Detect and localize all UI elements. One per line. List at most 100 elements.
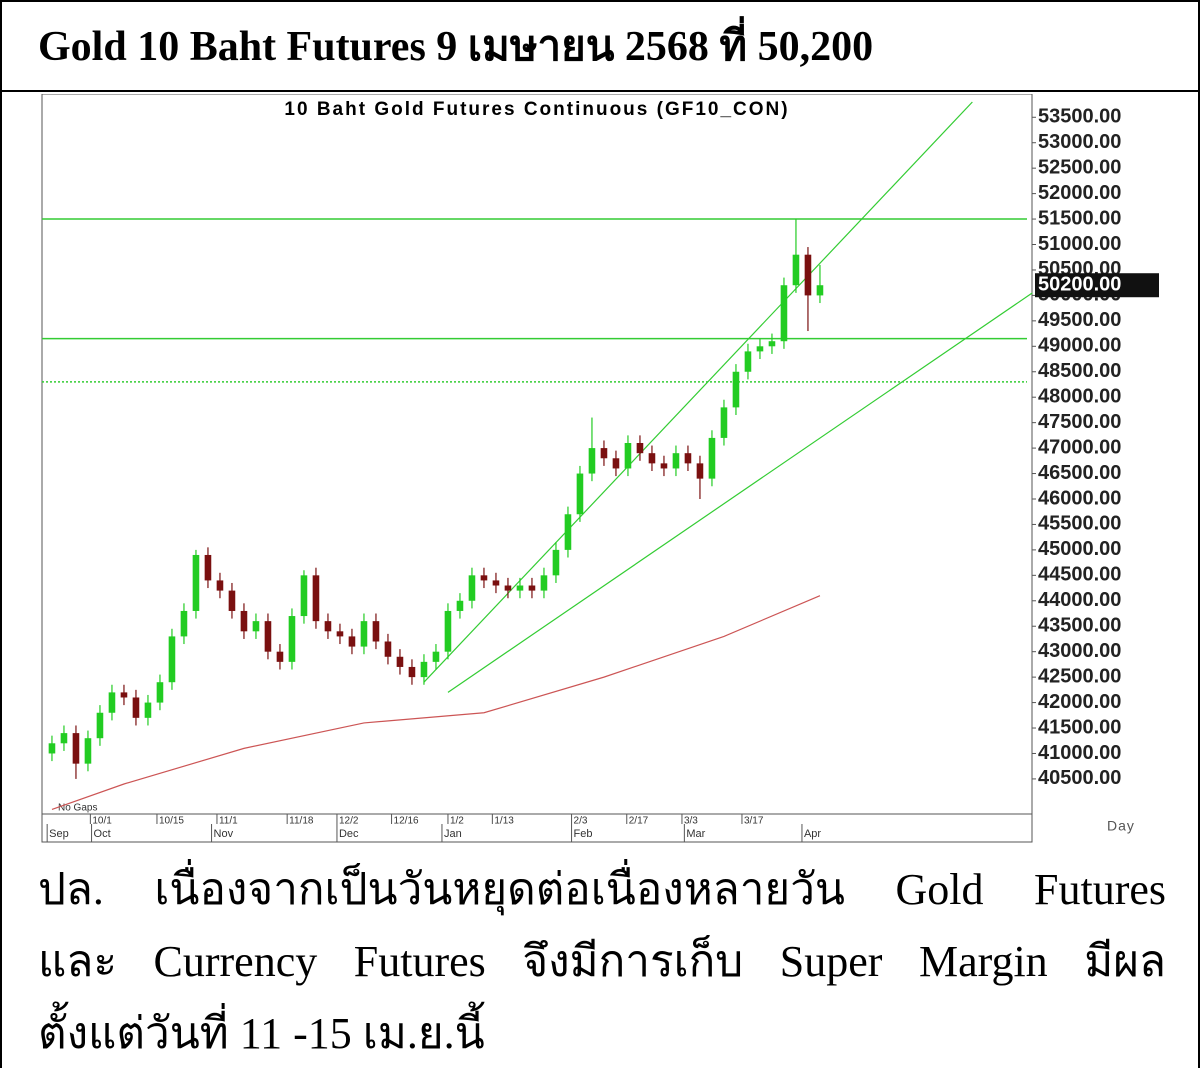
annotation: No Gaps bbox=[58, 803, 97, 814]
candle-body bbox=[276, 651, 284, 662]
x-tick-label: 10/1 bbox=[92, 816, 112, 827]
candle-body bbox=[552, 549, 560, 576]
month-label: Dec bbox=[339, 828, 359, 840]
y-tick-label: 41000.00 bbox=[1038, 742, 1121, 764]
annotation: Day bbox=[1107, 818, 1135, 834]
y-tick-label: 45000.00 bbox=[1038, 538, 1121, 560]
y-tick-label: 42500.00 bbox=[1038, 665, 1121, 687]
x-tick-label: 1/13 bbox=[494, 816, 514, 827]
candle-body bbox=[336, 631, 344, 637]
month-label: Mar bbox=[686, 828, 705, 840]
candle-body bbox=[804, 254, 812, 296]
candle-body bbox=[408, 666, 416, 678]
y-tick-label: 46000.00 bbox=[1038, 487, 1121, 509]
x-tick-label: 11/1 bbox=[219, 816, 238, 827]
overlay-line bbox=[423, 101, 973, 683]
candle-body bbox=[396, 656, 404, 667]
x-tick-label: 12/2 bbox=[339, 816, 359, 827]
candle-body bbox=[420, 661, 428, 678]
y-tick-label: 41500.00 bbox=[1038, 716, 1121, 738]
candle-body bbox=[288, 616, 296, 662]
note-line: และ Currency Futures จึงมีการเก็บ Super … bbox=[38, 937, 1166, 986]
month-label: Nov bbox=[214, 828, 234, 840]
candle-body bbox=[84, 738, 92, 764]
candle-body bbox=[264, 621, 272, 652]
month-label: Jan bbox=[444, 828, 462, 840]
candle-body bbox=[132, 697, 140, 718]
candle-body bbox=[684, 453, 692, 464]
candle-body bbox=[696, 463, 704, 479]
candle-body bbox=[516, 585, 524, 591]
candle-body bbox=[768, 341, 776, 347]
candle-body bbox=[792, 254, 800, 286]
candle-body bbox=[384, 641, 392, 657]
candle-body bbox=[360, 621, 368, 647]
candle-body bbox=[324, 621, 332, 632]
candle-body bbox=[624, 443, 632, 469]
month-label: Apr bbox=[804, 828, 821, 840]
note-line: ตั้งแต่วันที่ 11 -15 เม.ย.นี้ bbox=[38, 1009, 485, 1058]
month-label: Feb bbox=[574, 828, 593, 840]
candle-body bbox=[240, 610, 248, 632]
candle-body bbox=[456, 600, 464, 611]
candle-body bbox=[588, 448, 596, 474]
y-tick-label: 48000.00 bbox=[1038, 385, 1121, 407]
y-tick-label: 49000.00 bbox=[1038, 335, 1121, 357]
candle-body bbox=[780, 285, 788, 342]
candle-body bbox=[48, 743, 56, 754]
candle-body bbox=[660, 463, 668, 469]
candle-body bbox=[720, 407, 728, 438]
y-tick-label: 44000.00 bbox=[1038, 589, 1121, 611]
x-tick-label: 3/3 bbox=[684, 816, 698, 827]
candle-body bbox=[480, 575, 488, 581]
candle-body bbox=[108, 692, 116, 713]
x-tick-label: 11/18 bbox=[289, 816, 314, 827]
candle-body bbox=[432, 651, 440, 662]
candle-body bbox=[672, 453, 680, 469]
x-tick-label: 12/16 bbox=[394, 816, 419, 827]
candle-body bbox=[744, 351, 752, 372]
y-tick-label: 43000.00 bbox=[1038, 640, 1121, 662]
candle-body bbox=[444, 610, 452, 652]
candle-body bbox=[732, 371, 740, 408]
candle-body bbox=[648, 453, 656, 464]
y-tick-label: 52500.00 bbox=[1038, 156, 1121, 178]
candle-body bbox=[228, 590, 236, 611]
candle-body bbox=[156, 682, 164, 703]
y-tick-label: 44500.00 bbox=[1038, 564, 1121, 586]
y-tick-label: 52000.00 bbox=[1038, 182, 1121, 204]
candle-body bbox=[492, 580, 500, 586]
y-tick-label: 40500.00 bbox=[1038, 767, 1121, 789]
y-tick-label: 53500.00 bbox=[1038, 106, 1121, 128]
candle-body bbox=[300, 575, 308, 617]
header-title: Gold 10 Baht Futures 9 เมษายน 2568 ที่ 5… bbox=[2, 2, 1198, 92]
candle-body bbox=[636, 443, 644, 454]
y-tick-label: 46500.00 bbox=[1038, 462, 1121, 484]
x-tick-label: 1/2 bbox=[450, 816, 464, 827]
overlay-line bbox=[51, 595, 821, 811]
x-tick-label: 2/17 bbox=[629, 816, 649, 827]
y-tick-label: 51000.00 bbox=[1038, 233, 1121, 255]
y-tick-label: 47000.00 bbox=[1038, 436, 1121, 458]
candle-body bbox=[600, 448, 608, 459]
y-tick-label: 43500.00 bbox=[1038, 615, 1121, 637]
chart: 10 Baht Gold Futures Continuous (GF10_CO… bbox=[41, 94, 1159, 843]
x-tick-label: 2/3 bbox=[574, 816, 588, 827]
candle-body bbox=[96, 712, 104, 739]
month-label: Oct bbox=[94, 828, 111, 840]
last-price-box bbox=[1035, 273, 1159, 298]
candle-body bbox=[468, 575, 476, 601]
y-tick-label: 47500.00 bbox=[1038, 411, 1121, 433]
y-tick-label: 42000.00 bbox=[1038, 691, 1121, 713]
candle-body bbox=[756, 346, 764, 352]
candle-body bbox=[180, 610, 188, 637]
candle-body bbox=[540, 575, 548, 591]
y-tick-label: 53000.00 bbox=[1038, 131, 1121, 153]
y-tick-label: 48500.00 bbox=[1038, 360, 1121, 382]
candle-body bbox=[612, 458, 620, 469]
candle-body bbox=[60, 733, 68, 744]
candle-body bbox=[312, 575, 320, 622]
y-tick-label: 51500.00 bbox=[1038, 207, 1121, 229]
candle-body bbox=[564, 514, 572, 550]
